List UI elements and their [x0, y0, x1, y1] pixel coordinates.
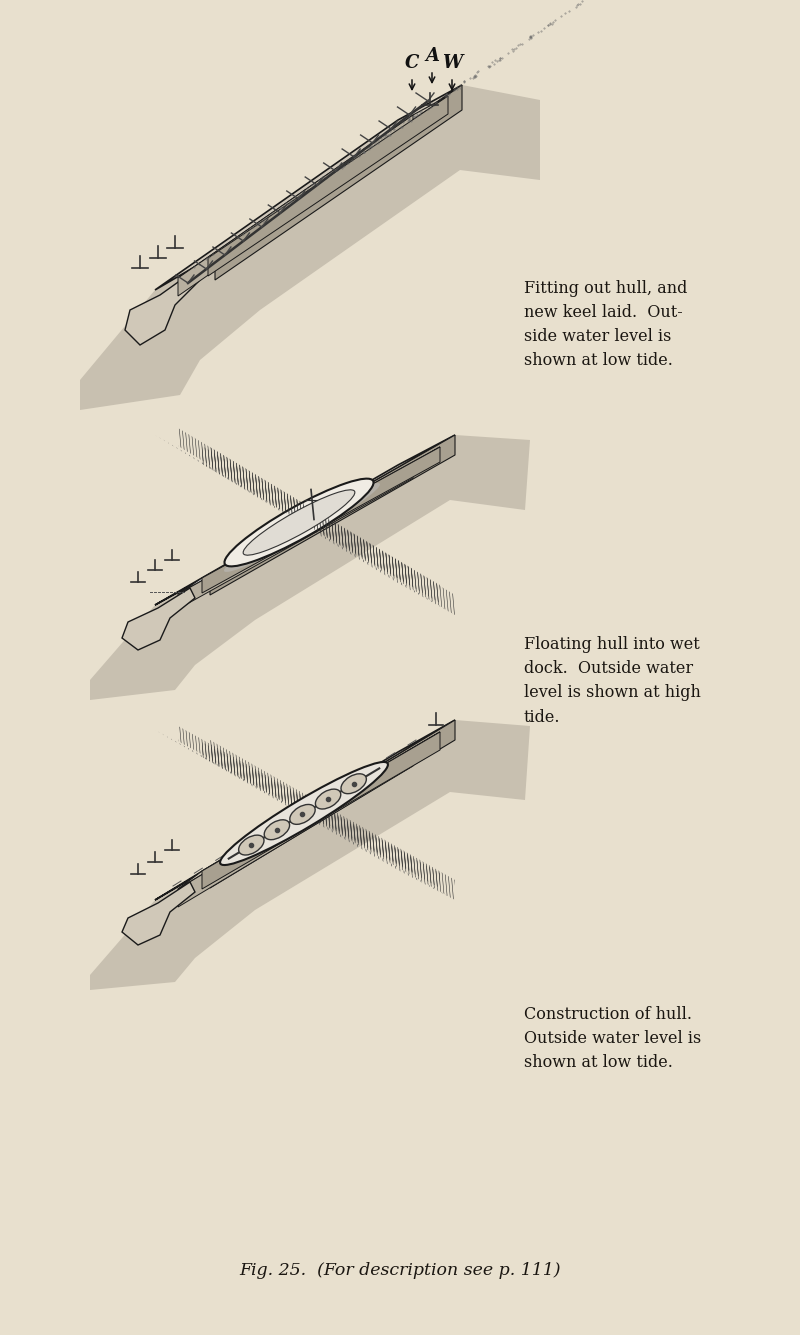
Ellipse shape	[224, 483, 380, 571]
Polygon shape	[178, 447, 440, 594]
Ellipse shape	[220, 762, 388, 865]
Text: Construction of hull.
Outside water level is
shown at low tide.: Construction of hull. Outside water leve…	[524, 1007, 702, 1071]
Polygon shape	[155, 435, 455, 605]
Ellipse shape	[290, 805, 315, 824]
Polygon shape	[178, 748, 413, 906]
Polygon shape	[155, 85, 462, 290]
Ellipse shape	[225, 479, 374, 566]
Text: W: W	[442, 53, 462, 72]
Polygon shape	[178, 732, 440, 889]
Polygon shape	[210, 720, 455, 888]
Ellipse shape	[243, 490, 355, 555]
Text: Fitting out hull, and
new keel laid.  Out-
side water level is
shown at low tide: Fitting out hull, and new keel laid. Out…	[524, 279, 687, 370]
Ellipse shape	[238, 836, 264, 854]
Polygon shape	[80, 85, 540, 410]
Text: Fig. 25.  (For description see p. 111): Fig. 25. (For description see p. 111)	[239, 1263, 561, 1279]
Polygon shape	[90, 720, 530, 991]
Polygon shape	[208, 96, 448, 276]
Ellipse shape	[341, 774, 366, 794]
Ellipse shape	[315, 789, 341, 809]
Text: A: A	[425, 47, 439, 65]
Polygon shape	[178, 96, 448, 278]
Polygon shape	[122, 882, 195, 945]
Polygon shape	[215, 85, 462, 280]
Ellipse shape	[264, 820, 290, 840]
Polygon shape	[90, 435, 530, 700]
Polygon shape	[178, 115, 413, 296]
Polygon shape	[178, 463, 413, 609]
Polygon shape	[155, 720, 455, 900]
Text: Floating hull into wet
dock.  Outside water
level is shown at high
tide.: Floating hull into wet dock. Outside wat…	[524, 635, 701, 726]
Polygon shape	[122, 587, 195, 650]
Polygon shape	[210, 435, 455, 595]
Polygon shape	[125, 270, 200, 344]
Polygon shape	[202, 447, 440, 593]
Polygon shape	[202, 732, 440, 889]
Text: C: C	[405, 53, 419, 72]
